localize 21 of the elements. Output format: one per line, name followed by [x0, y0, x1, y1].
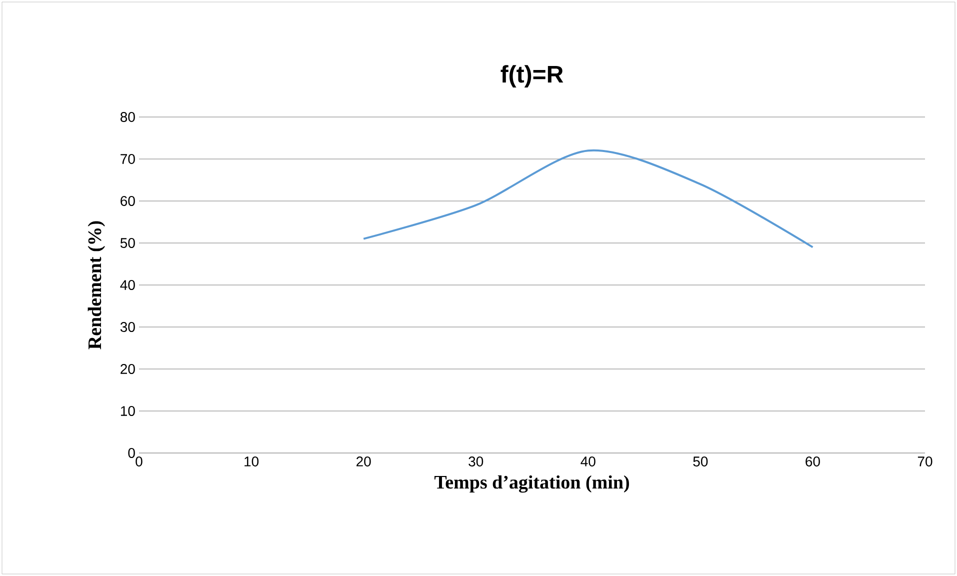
- y-tick-label: 20: [120, 364, 135, 374]
- y-tick-label: 30: [120, 322, 135, 332]
- x-tick-label: 10: [244, 456, 259, 466]
- y-tick-label: 70: [120, 154, 135, 164]
- y-axis-title: Rendement (%): [88, 221, 106, 350]
- y-tick-label: 80: [120, 112, 135, 122]
- y-tick-label: 50: [120, 238, 135, 248]
- x-tick-label: 50: [693, 456, 708, 466]
- x-tick-label: 40: [580, 456, 596, 466]
- x-tick-label: 30: [468, 456, 484, 466]
- y-tick-label: 60: [120, 196, 135, 206]
- x-axis-title: Temps d’agitation (min): [434, 475, 629, 493]
- y-tick-label: 40: [120, 280, 135, 290]
- x-tick-label: 70: [918, 456, 932, 466]
- x-tick-label: 60: [806, 456, 820, 466]
- line-series: [362, 149, 814, 248]
- chart-title: f(t)=R: [500, 65, 564, 88]
- x-tick-label: 20: [356, 456, 371, 466]
- x-tick-label: 0: [136, 456, 142, 466]
- y-tick-label: 0: [128, 448, 135, 458]
- y-tick-label: 10: [120, 406, 135, 416]
